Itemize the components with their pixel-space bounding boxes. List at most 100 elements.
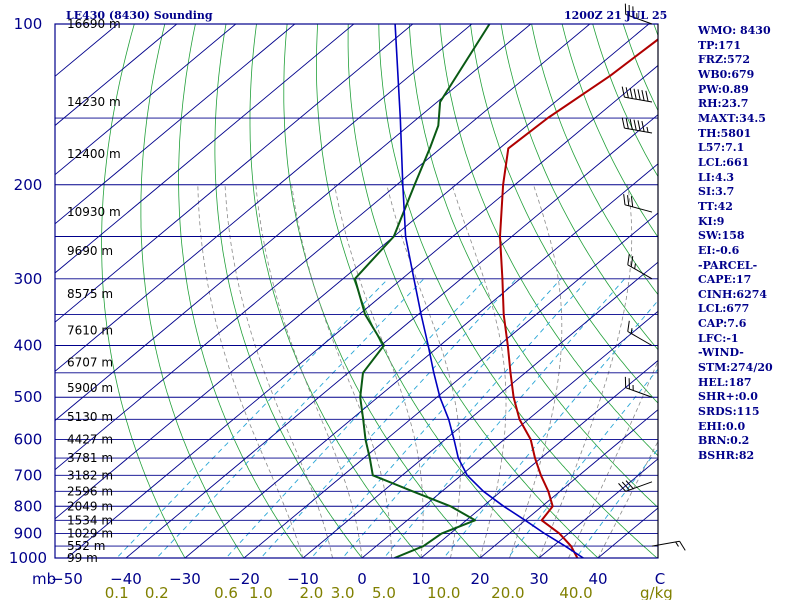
dry-adiabat-line xyxy=(500,24,658,351)
index-item: STM:274/20 xyxy=(698,361,773,375)
height-label: 9690 m xyxy=(67,244,113,258)
wind-barb-flag xyxy=(625,87,629,98)
dry-adiabat-line xyxy=(347,24,599,558)
index-item: LI:4.3 xyxy=(698,170,735,184)
dry-adiabat-line xyxy=(283,24,481,558)
pressure-tick-label: 900 xyxy=(14,525,43,543)
index-item: L57:7.1 xyxy=(698,141,745,155)
wind-barb-flag xyxy=(621,86,625,98)
wind-barb-flag xyxy=(633,119,637,131)
station-title: LE430 (8430) Sounding xyxy=(66,9,213,22)
wind-barb-shaft xyxy=(624,127,653,134)
wind-barb-flag xyxy=(633,88,637,100)
height-label: 2049 m xyxy=(67,499,113,513)
dry-adiabat-line xyxy=(140,24,245,558)
wind-barb-shaft xyxy=(625,387,653,398)
pressure-tick-label: 600 xyxy=(14,431,43,449)
isotherm-line xyxy=(538,458,658,558)
wind-barb xyxy=(623,194,653,213)
wind-barb-flag xyxy=(641,89,645,101)
dry-adiabat-line xyxy=(178,24,304,558)
dry-adiabat-line xyxy=(531,24,658,296)
pressure-tick-label: 1000 xyxy=(9,549,47,567)
wind-barb xyxy=(621,117,653,134)
temperature-tick-label: 40 xyxy=(588,570,607,588)
wind-barb-shaft xyxy=(625,481,653,492)
temperature-unit-label: C xyxy=(655,570,665,588)
wind-barb-flag xyxy=(637,120,641,132)
wind-barb-flag xyxy=(630,196,634,207)
height-label: 1534 m xyxy=(67,513,113,527)
height-label: 6707 m xyxy=(67,355,113,369)
mixing-ratio-line xyxy=(156,278,425,558)
height-label: 4427 m xyxy=(67,433,113,447)
dry-adiabat-line xyxy=(469,24,658,404)
mixing-ratio-label: 20.0 xyxy=(491,584,524,600)
height-label: 5130 m xyxy=(67,410,113,424)
dry-adiabat-line xyxy=(408,24,658,508)
isotherm-line xyxy=(55,24,237,176)
isotherm-line xyxy=(55,24,532,422)
index-item: TT:42 xyxy=(698,199,733,213)
index-item: EI:-0.6 xyxy=(698,243,740,257)
temperature-tick-label: 20 xyxy=(470,570,489,588)
wind-barb-flag xyxy=(625,118,629,129)
wind-barb xyxy=(618,480,653,492)
isotherm-line xyxy=(55,24,650,520)
wind-barb-flag xyxy=(637,89,641,101)
isotherm-line xyxy=(55,24,414,323)
moist-adiabat-line xyxy=(386,184,462,558)
dewpoint-profile xyxy=(353,24,491,558)
mixing-ratio-line xyxy=(342,278,589,558)
index-item: LCL:677 xyxy=(698,302,750,316)
isotherm-line xyxy=(55,24,473,372)
dry-adiabat-line xyxy=(214,24,363,558)
mixing-ratio-line xyxy=(260,278,517,558)
index-item: TP:171 xyxy=(698,38,742,52)
dry-adiabat-line xyxy=(101,24,186,558)
mixing-ratio-label: 1.0 xyxy=(249,584,273,600)
index-item: CINH:6274 xyxy=(698,287,768,301)
mixing-ratio-line xyxy=(116,278,389,558)
stability-index-panel: WMO: 8430 TP:171 FRZ:572 WB0:679 PW:0.89 RH:2… xyxy=(698,24,773,464)
index-item: SI:3.7 xyxy=(698,185,735,199)
isotherm-line xyxy=(420,359,658,558)
index-item: RH:23.7 xyxy=(698,97,749,111)
mixing-ratio-label: 2.0 xyxy=(299,584,323,600)
temperature-tick-label: −20 xyxy=(228,570,260,588)
pressure-tick-label: 300 xyxy=(14,270,43,288)
wind-barb-half-flag xyxy=(630,328,633,334)
moist-adiabat-line xyxy=(224,184,333,558)
wind-barb-flag xyxy=(629,118,633,130)
wind-barb-shaft xyxy=(624,96,653,103)
isotherm-line xyxy=(55,24,591,471)
wind-barb xyxy=(651,540,686,551)
temperature-tick-label: 0 xyxy=(357,570,367,588)
height-label: 1029 m xyxy=(67,527,113,541)
isotherm-line xyxy=(243,212,658,558)
pressure-tick-label: 100 xyxy=(14,15,43,33)
height-label: 10930 m xyxy=(67,205,121,219)
index-item: -PARCEL- xyxy=(698,258,758,272)
index-item: PW:0.89 xyxy=(698,82,749,96)
wind-barb-flag xyxy=(621,117,625,129)
mixing-ratio-line xyxy=(507,368,658,558)
mixing-ratio-label: 0.1 xyxy=(105,584,129,600)
index-item: LFC:-1 xyxy=(698,331,739,345)
index-item: -WIND- xyxy=(698,346,744,360)
temperature-tick-label: −30 xyxy=(169,570,201,588)
wind-barb xyxy=(627,320,653,346)
isotherm-line xyxy=(55,24,355,274)
isotherm-line xyxy=(302,261,658,558)
wind-barb xyxy=(624,3,653,25)
height-label: 3781 m xyxy=(67,451,113,465)
height-label: 7610 m xyxy=(67,324,113,338)
wind-barb-shaft xyxy=(651,540,680,547)
wind-barb-flag xyxy=(645,90,649,102)
wind-barb xyxy=(627,254,653,280)
wind-barb-flag xyxy=(630,256,634,267)
wind-barb-flag xyxy=(618,483,627,492)
index-item: BSHR:82 xyxy=(698,449,755,463)
index-item: FRZ:572 xyxy=(698,53,751,67)
